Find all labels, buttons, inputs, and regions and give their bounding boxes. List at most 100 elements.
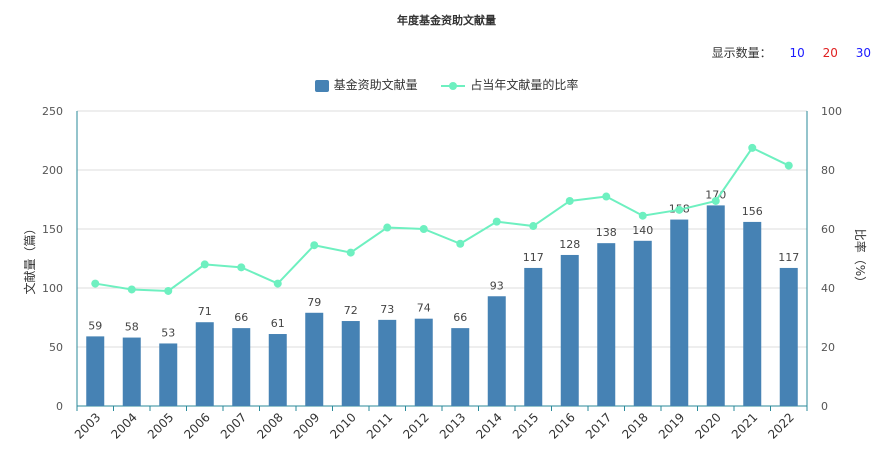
- ratio-point: [784, 161, 793, 170]
- bar: [779, 267, 798, 406]
- ratio-point: [237, 263, 246, 272]
- ratio-point: [748, 143, 757, 152]
- bar: [195, 322, 214, 406]
- bar-value-label: 58: [125, 321, 139, 334]
- ratio-series-line: [95, 146, 790, 292]
- x-tick-label: 2011: [364, 410, 395, 441]
- chart-legend: 基金资助文献量 占当年文献量的比率: [0, 76, 893, 93]
- bar: [597, 243, 616, 406]
- y-left-tick-label: 200: [42, 164, 63, 177]
- bar-value-label: 72: [344, 304, 358, 317]
- legend-label-line-series: 占当年文献量的比率: [470, 78, 579, 92]
- x-tick-label: 2014: [473, 410, 504, 441]
- bar-value-label: 140: [632, 224, 653, 237]
- bar: [86, 336, 105, 406]
- bar-value-label: 156: [742, 205, 763, 218]
- ratio-point: [529, 222, 538, 231]
- bar: [487, 296, 506, 406]
- y-right-tick-label: 80: [821, 164, 835, 177]
- x-tick-label: 2022: [765, 410, 796, 441]
- legend-item-bar-series[interactable]: 基金资助文献量: [314, 76, 418, 93]
- y-right-tick-label: 60: [821, 223, 835, 236]
- bar: [524, 267, 543, 406]
- x-tick-label: 2020: [692, 410, 723, 441]
- bar: [159, 343, 178, 406]
- x-tick-label: 2008: [254, 410, 285, 441]
- bar-legend-swatch-icon: [314, 79, 329, 92]
- x-tick-label: 2013: [437, 410, 468, 441]
- ratio-point: [273, 279, 282, 288]
- ratio-point: [91, 279, 100, 288]
- ratio-point: [310, 241, 319, 250]
- y-left-tick-label: 0: [56, 400, 63, 413]
- ratio-point: [638, 211, 647, 220]
- bar-value-label: 71: [198, 305, 212, 318]
- y-right-tick-label: 0: [821, 400, 828, 413]
- bar: [268, 334, 287, 406]
- line-legend-swatch-icon: [441, 81, 466, 90]
- x-tick-label: 2017: [583, 410, 614, 441]
- display-count-label: 显示数量：: [711, 46, 772, 60]
- bar: [560, 254, 579, 406]
- bar: [670, 219, 689, 406]
- y-left-tick-label: 250: [42, 105, 63, 118]
- ratio-point: [383, 223, 392, 232]
- ratio-point: [492, 217, 501, 226]
- bar: [378, 319, 397, 406]
- ratio-point: [675, 205, 684, 214]
- bar-value-label: 59: [88, 319, 102, 332]
- x-tick-label: 2015: [510, 410, 541, 441]
- y-left-tick-label: 150: [42, 223, 63, 236]
- bar-value-label: 117: [523, 251, 544, 264]
- y-right-tick-label: 40: [821, 282, 835, 295]
- bar-value-label: 73: [380, 303, 394, 316]
- x-tick-label: 2010: [327, 410, 358, 441]
- bar: [743, 221, 762, 406]
- chart-title: 年度基金资助文献量: [397, 14, 496, 27]
- y-right-axis-title: 比率（%）: [853, 229, 868, 288]
- x-tick-label: 2012: [400, 410, 431, 441]
- bar-value-label: 66: [453, 311, 467, 324]
- ratio-point: [200, 260, 209, 269]
- bar: [706, 205, 725, 406]
- bar-value-label: 117: [778, 251, 799, 264]
- ratio-point: [164, 286, 173, 295]
- bar: [414, 318, 433, 406]
- bar-value-label: 74: [417, 302, 431, 315]
- bar: [305, 312, 324, 406]
- x-tick-label: 2018: [619, 410, 650, 441]
- bar: [122, 337, 141, 406]
- x-tick-label: 2009: [291, 410, 322, 441]
- y-left-axis-title: 文献量（篇）: [22, 222, 37, 294]
- bar-value-label: 53: [161, 326, 175, 339]
- x-tick-label: 2021: [729, 410, 760, 441]
- y-right-tick-label: 100: [821, 105, 842, 118]
- bar-value-label: 66: [234, 311, 248, 324]
- y-left-tick-label: 50: [49, 341, 63, 354]
- ratio-point: [602, 192, 611, 201]
- ratio-point: [127, 285, 136, 294]
- bar: [451, 328, 470, 406]
- bar-value-label: 79: [307, 296, 321, 309]
- display-count-selector: 显示数量： 10 20 30: [712, 44, 871, 61]
- x-tick-label: 2005: [145, 410, 176, 441]
- x-tick-label: 2006: [181, 410, 212, 441]
- legend-label-bar-series: 基金资助文献量: [333, 78, 418, 92]
- x-tick-label: 2004: [108, 410, 139, 441]
- bar: [633, 240, 652, 406]
- x-tick-label: 2003: [72, 410, 103, 441]
- display-count-option-10[interactable]: 10: [789, 46, 805, 60]
- bar: [232, 328, 251, 406]
- display-count-option-30[interactable]: 30: [855, 46, 871, 60]
- legend-item-line-series[interactable]: 占当年文献量的比率: [441, 76, 578, 93]
- display-count-option-20[interactable]: 20: [822, 46, 838, 60]
- bar-value-label: 138: [596, 226, 617, 239]
- ratio-point: [346, 248, 355, 257]
- ratio-point: [419, 225, 428, 233]
- x-tick-label: 2007: [218, 410, 249, 441]
- y-left-tick-label: 100: [42, 282, 63, 295]
- ratio-point: [456, 239, 465, 248]
- x-tick-label: 2019: [656, 410, 687, 441]
- x-tick-label: 2016: [546, 410, 577, 441]
- y-right-tick-label: 20: [821, 341, 835, 354]
